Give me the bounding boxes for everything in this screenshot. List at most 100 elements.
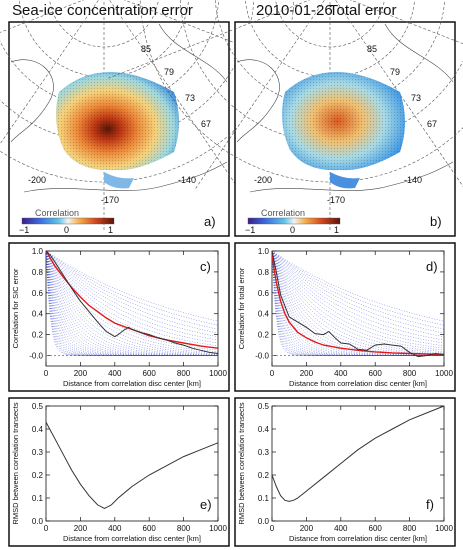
y-tick-label: 0.5 [32, 402, 44, 411]
correlation-field-south [104, 172, 134, 189]
panel-label: a) [204, 214, 216, 229]
latitude-label-79: 79 [164, 67, 174, 77]
envelope-curve [271, 250, 444, 356]
black-series-line [45, 250, 219, 354]
envelope-curve [271, 250, 445, 351]
latitude-label-73: 73 [411, 93, 421, 103]
y-tick-label: 0.6 [258, 289, 270, 298]
y-tick-label: 0.4 [258, 425, 270, 434]
latitude-label-85: 85 [141, 44, 151, 54]
meridian-line [349, 0, 463, 45]
plot-area [271, 250, 445, 367]
x-tick-label: 400 [108, 369, 122, 378]
y-tick-label: 0.4 [258, 310, 270, 319]
envelope-curve [271, 250, 444, 356]
plot-area [45, 405, 219, 522]
y-tick-label: 0.8 [258, 268, 270, 277]
latitude-label-73: 73 [185, 93, 195, 103]
longitude-label: -200 [254, 175, 272, 185]
panel-label: f) [426, 497, 434, 512]
latitude-label-67: 67 [427, 119, 437, 129]
coastline [10, 59, 54, 143]
correlation-field-south [330, 172, 360, 189]
coastline [158, 23, 228, 83]
y-tick-label: -0.0 [255, 352, 269, 361]
x-axis-label: Distance from correlation disc center [k… [63, 534, 201, 543]
x-tick-label: 1000 [435, 369, 453, 378]
map-panel-b: 85 79 73 67 -200 -170 -140 Correlation −1 0 1 b) [106, 0, 463, 237]
y-tick-label: 0.2 [258, 471, 270, 480]
envelope-curve [271, 250, 445, 326]
left-panel-title: Sea-ice concentration error [12, 2, 193, 19]
y-tick-label: 0.8 [32, 268, 44, 277]
black-series-line [271, 250, 445, 358]
date-label: 2010-01-26 [256, 2, 333, 19]
x-tick-label: 0 [270, 369, 275, 378]
envelope-curve [45, 250, 218, 356]
x-tick-label: 800 [177, 369, 191, 378]
plot-area [271, 405, 445, 522]
longitude-label: -140 [404, 175, 422, 185]
latitude-label-79: 79 [390, 67, 400, 77]
envelope-curve [45, 250, 219, 352]
black-series-line [45, 421, 219, 509]
correlation-field-texture [281, 72, 405, 171]
x-tick-label: 0 [44, 369, 49, 378]
envelope-curve [271, 250, 445, 356]
envelope-curve [45, 250, 219, 330]
x-tick-label: 600 [143, 369, 157, 378]
red-series-line [271, 250, 445, 356]
envelope-curve [45, 250, 218, 356]
latitude-label-85: 85 [367, 44, 377, 54]
y-tick-label: 0.4 [32, 310, 44, 319]
colorbar-title: Correlation [261, 208, 305, 218]
envelope-curve [45, 250, 218, 356]
envelope-curve [45, 250, 219, 356]
y-tick-label: 0.0 [32, 517, 44, 526]
envelope-curve [45, 250, 219, 354]
envelope-curve [45, 250, 219, 344]
panel-label: c) [200, 259, 211, 274]
y-tick-label: 0.3 [32, 448, 44, 457]
y-tick-label: 0.6 [32, 289, 44, 298]
colorbar-tick-label: −1 [19, 225, 29, 235]
colorbar-tick-label: 0 [290, 225, 295, 235]
coastline [236, 59, 280, 143]
x-tick-label: 1000 [435, 524, 453, 533]
envelope-curve [45, 250, 219, 347]
envelope-curve [271, 250, 444, 356]
chart-panel-d: 0 200 400 600 800 1000 -0.0 0.2 0.4 0.6 0.8 1.0 Dist… [234, 242, 456, 392]
coastline [249, 161, 454, 193]
x-tick-label: 0 [270, 524, 275, 533]
colorbar-title: Correlation [35, 208, 79, 218]
coastline [23, 161, 228, 193]
meridian-line [106, 0, 311, 80]
envelope-curve [271, 250, 445, 354]
envelope-curve [45, 250, 219, 355]
map-panel-a: 85 79 73 67 -200 -170 -140 Correlation −1 0 1 a) [0, 0, 328, 237]
x-axis-label: Distance from correlation disc center [k… [63, 379, 201, 388]
envelope-curve [271, 250, 445, 334]
x-tick-label: 400 [334, 524, 348, 533]
longitude-label: -200 [28, 175, 46, 185]
longitude-label: -170 [101, 195, 119, 205]
y-tick-label: 1.0 [32, 247, 44, 256]
x-tick-label: 800 [403, 369, 417, 378]
chart-panel-e: 0 200 400 600 800 1000 0.0 0.1 0.2 0.3 0.4 0.5 Dista… [8, 397, 230, 547]
longitude-label: -140 [178, 175, 196, 185]
colorbar-tick-label: 0 [64, 225, 69, 235]
colorbar [21, 217, 115, 225]
x-axis-label: Distance from correlation disc center [k… [289, 379, 427, 388]
y-axis-label: RMSD between correlation transects [237, 402, 246, 524]
colorbar-tick-label: −1 [245, 225, 255, 235]
envelope-curve [271, 250, 445, 349]
panel-label: d) [426, 259, 438, 274]
envelope-curve [271, 250, 445, 330]
longitude-label: -170 [327, 195, 345, 205]
y-tick-label: 0.3 [258, 448, 270, 457]
y-tick-label: 0.5 [258, 402, 270, 411]
x-tick-label: 200 [74, 369, 88, 378]
envelope-curve [271, 250, 445, 344]
y-tick-label: 0.2 [258, 331, 270, 340]
y-axis-label: RMSD between correlation transects [11, 402, 20, 524]
